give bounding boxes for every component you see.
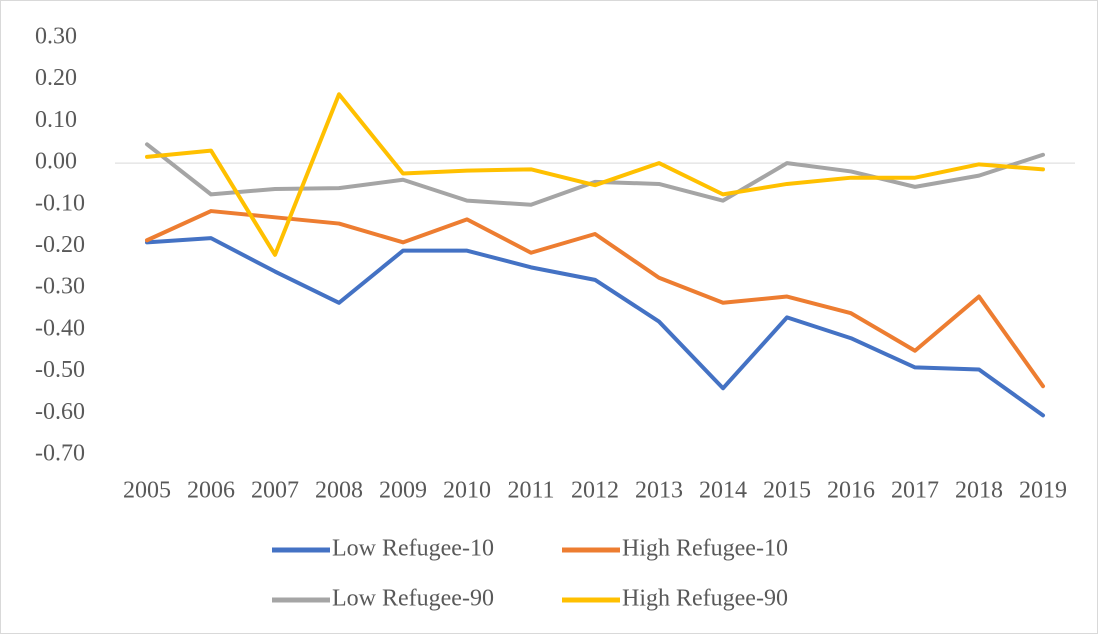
series-line bbox=[145, 142, 1045, 207]
x-tick-label: 2006 bbox=[187, 478, 235, 504]
x-tick-label: 2008 bbox=[315, 478, 363, 504]
series-line bbox=[145, 209, 1045, 389]
x-tick-label: 2015 bbox=[763, 478, 811, 504]
x-tick-label: 2019 bbox=[1019, 478, 1067, 504]
x-tick-label: 2007 bbox=[251, 478, 299, 504]
y-tick-label: -0.10 bbox=[35, 190, 85, 216]
x-tick-label: 2010 bbox=[443, 478, 491, 504]
x-tick-label: 2013 bbox=[635, 478, 683, 504]
legend-label: High Refugee-90 bbox=[622, 586, 788, 612]
x-tick-label: 2016 bbox=[827, 478, 875, 504]
x-tick-label: 2018 bbox=[955, 478, 1003, 504]
y-tick-label: -0.70 bbox=[35, 441, 85, 467]
x-tick-label: 2011 bbox=[507, 478, 554, 504]
legend-label: Low Refugee-10 bbox=[332, 536, 494, 562]
x-tick-label: 2012 bbox=[571, 478, 619, 504]
x-tick-label: 2005 bbox=[123, 478, 171, 504]
y-tick-label: -0.40 bbox=[35, 315, 85, 341]
y-tick-label: -0.30 bbox=[35, 274, 85, 300]
y-tick-label: -0.60 bbox=[35, 399, 85, 425]
legend-label: Low Refugee-90 bbox=[332, 586, 494, 612]
y-tick-label: -0.50 bbox=[35, 357, 85, 383]
legend-label: High Refugee-10 bbox=[622, 536, 788, 562]
y-tick-label: 0.30 bbox=[35, 24, 77, 50]
y-tick-label: 0.00 bbox=[35, 149, 77, 175]
x-tick-label: 2009 bbox=[379, 478, 427, 504]
y-tick-label: 0.10 bbox=[35, 107, 77, 133]
y-tick-label: 0.20 bbox=[35, 65, 77, 91]
x-tick-label: 2017 bbox=[891, 478, 939, 504]
series-line bbox=[145, 92, 1045, 257]
series-line bbox=[145, 236, 1045, 418]
y-tick-label: -0.20 bbox=[35, 232, 85, 258]
x-tick-label: 2014 bbox=[699, 478, 747, 504]
